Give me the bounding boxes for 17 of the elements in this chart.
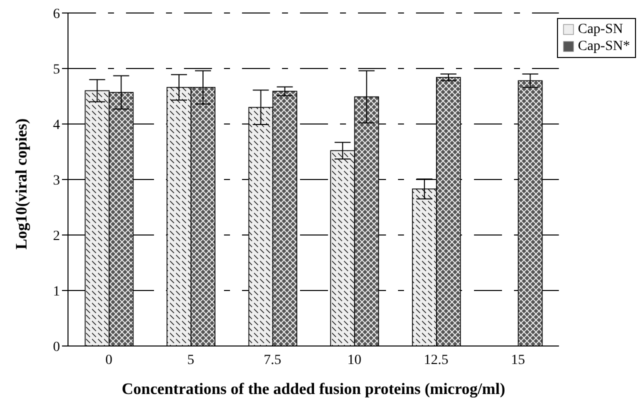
legend-label: Cap-SN* — [578, 38, 630, 55]
x-tick-label: 10 — [347, 352, 362, 368]
y-tick-label: 5 — [53, 62, 60, 78]
y-tick-label: 2 — [53, 228, 60, 244]
x-tick-label: 0 — [105, 352, 112, 368]
x-tick-label: 15 — [510, 352, 525, 368]
y-tick-label: 1 — [53, 284, 60, 300]
y-tick-label: 3 — [53, 173, 60, 188]
x-tick-label: 7.5 — [264, 352, 282, 368]
x-tick-label: 12.5 — [424, 352, 448, 368]
legend-label: Cap-SN — [578, 21, 623, 38]
y-tick-label: 0 — [53, 340, 60, 355]
y-tick-label: 4 — [53, 118, 60, 133]
x-axis-title: Concentrations of the added fusion proteins (microg/ml) — [122, 381, 506, 398]
y-tick-label: 6 — [53, 6, 60, 22]
x-tick-label: 5 — [187, 352, 194, 368]
y-axis-title: Log10(viral copies) — [14, 118, 31, 250]
